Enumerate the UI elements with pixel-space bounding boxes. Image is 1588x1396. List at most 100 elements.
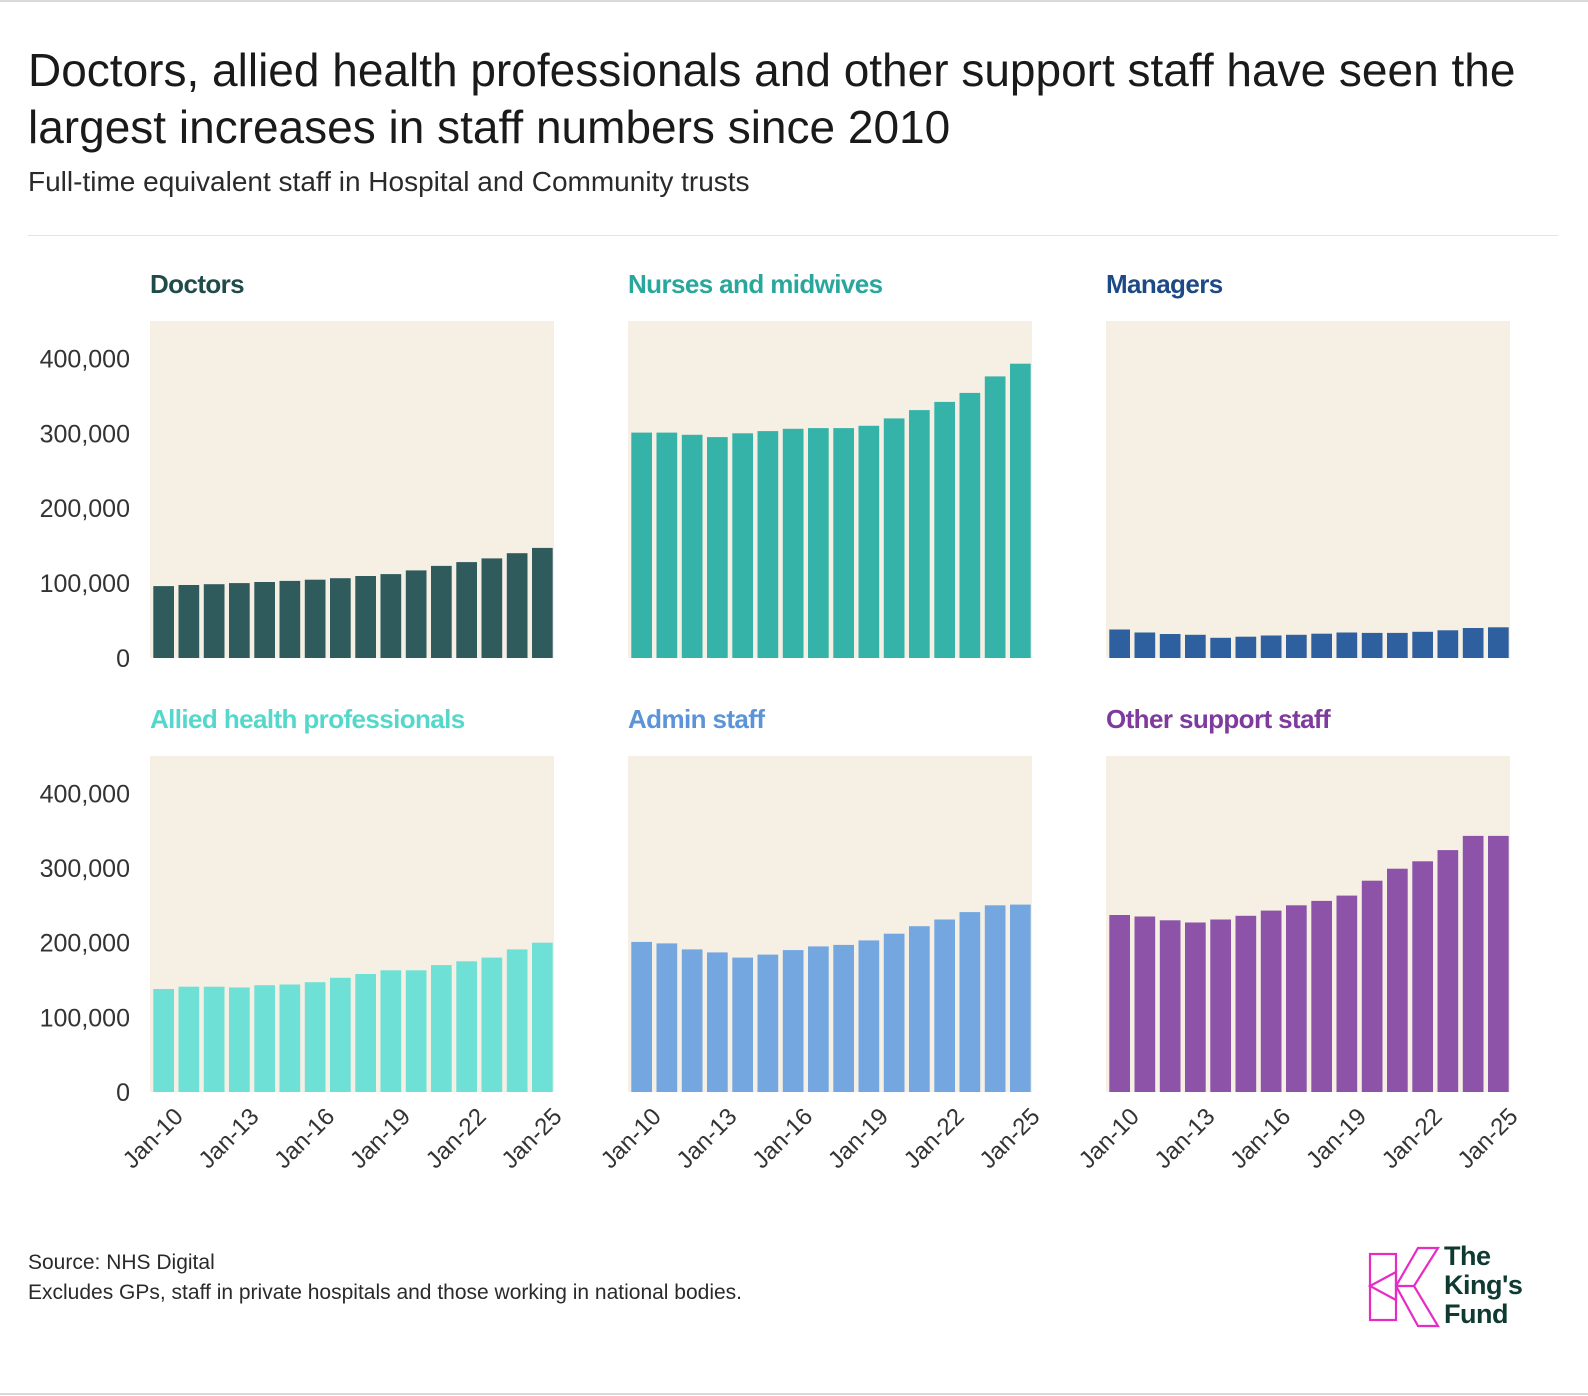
bar-jan-16 xyxy=(1260,635,1282,658)
top-border xyxy=(0,0,1588,2)
bar-jan-14 xyxy=(254,985,275,1092)
bar-jan-24 xyxy=(1462,835,1484,1092)
bar-jan-16 xyxy=(1260,910,1282,1092)
y-tick-label: 400,000 xyxy=(40,345,130,373)
bar-jan-17 xyxy=(808,428,829,658)
bar-jan-22 xyxy=(934,919,955,1092)
chart-subtitle: Full-time equivalent staff in Hospital a… xyxy=(28,166,750,197)
y-tick-label: 0 xyxy=(116,645,130,673)
bar-jan-19 xyxy=(858,425,880,658)
y-tick-label: 0 xyxy=(116,1079,130,1107)
bar-jan-21 xyxy=(909,410,930,658)
x-tick-label: Jan-22 xyxy=(421,1103,492,1174)
panel-title: Doctors xyxy=(150,269,244,299)
y-tick-label: 200,000 xyxy=(40,930,130,958)
panel-managers: Managers xyxy=(1106,269,1510,658)
bar-jan-24 xyxy=(984,376,1006,658)
x-tick-label: Jan-16 xyxy=(747,1103,818,1174)
source-note: Source: NHS Digital xyxy=(28,1251,215,1274)
panel-title: Nurses and midwives xyxy=(628,269,883,299)
bar-jan-21 xyxy=(1387,868,1408,1092)
chart-title: Doctors, allied health professionals and… xyxy=(28,44,1516,153)
bar-jan-13 xyxy=(1185,634,1206,658)
bar-jan-10 xyxy=(631,941,652,1092)
bar-jan-24 xyxy=(506,553,528,658)
bar-jan-18 xyxy=(833,944,854,1092)
y-tick-label: 400,000 xyxy=(40,780,130,808)
bar-jan-24 xyxy=(506,949,528,1092)
y-tick-label: 100,000 xyxy=(40,1004,130,1032)
bar-jan-25 xyxy=(1488,627,1509,658)
panel-doctors: Doctors 0 100,000 200,000 300,000 400,000 xyxy=(40,269,554,673)
x-tick-label: Jan-10 xyxy=(118,1103,189,1174)
bar-jan-19 xyxy=(1336,632,1358,658)
exclusion-note: Excludes GPs, staff in private hospitals… xyxy=(28,1281,743,1304)
footnote: Source: NHS Digital Excludes GPs, staff … xyxy=(28,1248,742,1308)
bar-jan-12 xyxy=(203,584,225,658)
bar-jan-17 xyxy=(1286,634,1307,658)
bar-jan-12 xyxy=(1159,920,1181,1092)
bar-jan-20 xyxy=(883,418,905,658)
kings-fund-logo-text: The King's Fund xyxy=(1444,1241,1523,1329)
x-tick-label: Jan-13 xyxy=(194,1103,265,1174)
bar-jan-15 xyxy=(1235,915,1257,1092)
x-tick-label: Jan-19 xyxy=(1301,1103,1372,1174)
bar-jan-13 xyxy=(229,987,250,1092)
bar-jan-11 xyxy=(656,943,678,1092)
bar-jan-18 xyxy=(1311,633,1332,658)
y-tick-label: 200,000 xyxy=(40,495,130,523)
bar-jan-22 xyxy=(1412,631,1433,658)
x-tick-label: Jan-25 xyxy=(1453,1103,1524,1174)
bar-jan-14 xyxy=(732,433,753,658)
bar-jan-25 xyxy=(1488,835,1509,1092)
bar-jan-19 xyxy=(380,574,402,658)
logo-line-3: Fund xyxy=(1444,1299,1508,1329)
bar-jan-17 xyxy=(330,578,351,658)
bar-jan-11 xyxy=(178,986,200,1092)
bar-jan-12 xyxy=(681,949,703,1092)
bar-jan-21 xyxy=(431,565,452,658)
bar-jan-10 xyxy=(153,989,174,1092)
y-tick-label: 300,000 xyxy=(40,420,130,448)
bar-jan-16 xyxy=(782,428,804,658)
panel-title: Admin staff xyxy=(628,704,765,734)
bar-jan-14 xyxy=(1210,637,1231,658)
panel-nurses-and-midwives: Nurses and midwives xyxy=(628,269,1032,658)
bar-jan-15 xyxy=(279,580,301,658)
x-tick-label: Jan-13 xyxy=(672,1103,743,1174)
bar-jan-18 xyxy=(1311,900,1332,1092)
bar-jan-13 xyxy=(707,437,728,658)
x-tick-label: Jan-25 xyxy=(497,1103,568,1174)
bar-jan-14 xyxy=(1210,919,1231,1092)
bar-jan-16 xyxy=(304,982,326,1092)
bar-jan-14 xyxy=(732,957,753,1092)
bar-jan-25 xyxy=(532,942,553,1092)
bar-jan-23 xyxy=(959,912,981,1092)
y-tick-label: 300,000 xyxy=(40,855,130,883)
bar-jan-10 xyxy=(1109,629,1130,658)
x-tick-label: Jan-22 xyxy=(899,1103,970,1174)
bar-jan-15 xyxy=(279,984,301,1092)
bar-jan-23 xyxy=(1437,850,1459,1092)
bar-jan-24 xyxy=(1462,628,1484,658)
plot-background xyxy=(1106,321,1510,658)
bar-jan-21 xyxy=(431,965,452,1092)
bar-jan-19 xyxy=(380,970,402,1092)
bar-jan-20 xyxy=(1361,632,1383,658)
panel-title: Managers xyxy=(1106,269,1223,299)
bar-jan-11 xyxy=(1134,632,1156,658)
bar-jan-16 xyxy=(304,579,326,658)
bottom-border xyxy=(0,1393,1588,1395)
bar-jan-20 xyxy=(405,570,427,658)
x-tick-label: Jan-22 xyxy=(1377,1103,1448,1174)
bar-jan-19 xyxy=(858,940,880,1092)
bar-jan-14 xyxy=(254,582,275,658)
logo-line-1: The xyxy=(1444,1241,1491,1271)
bar-jan-24 xyxy=(984,905,1006,1092)
bar-jan-20 xyxy=(883,933,905,1092)
bar-jan-17 xyxy=(1286,905,1307,1092)
bar-jan-12 xyxy=(681,434,703,658)
bar-jan-22 xyxy=(456,562,477,658)
